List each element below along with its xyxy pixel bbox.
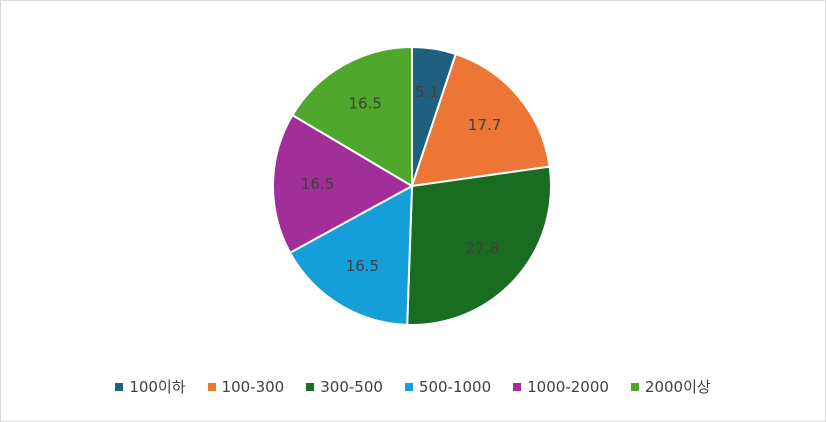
pie-data-label-4: 16.5 <box>301 175 334 193</box>
legend-label-3: 500-1000 <box>418 377 492 396</box>
legend-label-2: 300-500 <box>320 377 383 396</box>
pie-data-label-0: 5.1 <box>415 83 439 101</box>
pie-data-label-1: 17.7 <box>468 116 501 134</box>
legend-swatch-0 <box>115 382 124 391</box>
legend-item-5: 2000이상 <box>630 376 711 397</box>
legend-label-4: 1000-2000 <box>527 377 609 396</box>
pie-slices <box>272 45 552 326</box>
pie-slice-5 <box>291 45 413 188</box>
legend-swatch-2 <box>306 382 315 391</box>
pie-data-label-5: 16.5 <box>349 94 382 112</box>
legend-item-2: 300-500 <box>306 378 383 396</box>
legend-item-1: 100-300 <box>207 377 285 396</box>
pie-slice-2 <box>406 165 552 326</box>
legend-label-5: 2000이상 <box>644 378 711 396</box>
legend-swatch-3 <box>404 382 413 391</box>
legend-swatch-4 <box>513 382 522 391</box>
pie-data-labels: 5.1 17.7 27.8 16.5 16.5 16.5 <box>301 83 501 275</box>
chart-legend: 100이하 100-300 300-500 500-1000 1000-2000 2000… <box>0 376 826 397</box>
pie-slice-1 <box>410 52 551 188</box>
legend-item-3: 500-1000 <box>404 377 492 396</box>
pie-data-label-2: 27.8 <box>466 240 499 258</box>
legend-item-4: 1000-2000 <box>513 378 609 396</box>
pie-data-label-3: 16.5 <box>346 257 379 275</box>
legend-swatch-5 <box>630 382 639 391</box>
legend-label-0: 100이하 <box>129 378 186 396</box>
legend-item-0: 100이하 <box>115 376 186 397</box>
pie-slice-3 <box>288 184 414 326</box>
legend-swatch-1 <box>207 382 216 391</box>
pie-slice-4 <box>272 113 415 255</box>
legend-label-1: 100-300 <box>221 377 285 396</box>
